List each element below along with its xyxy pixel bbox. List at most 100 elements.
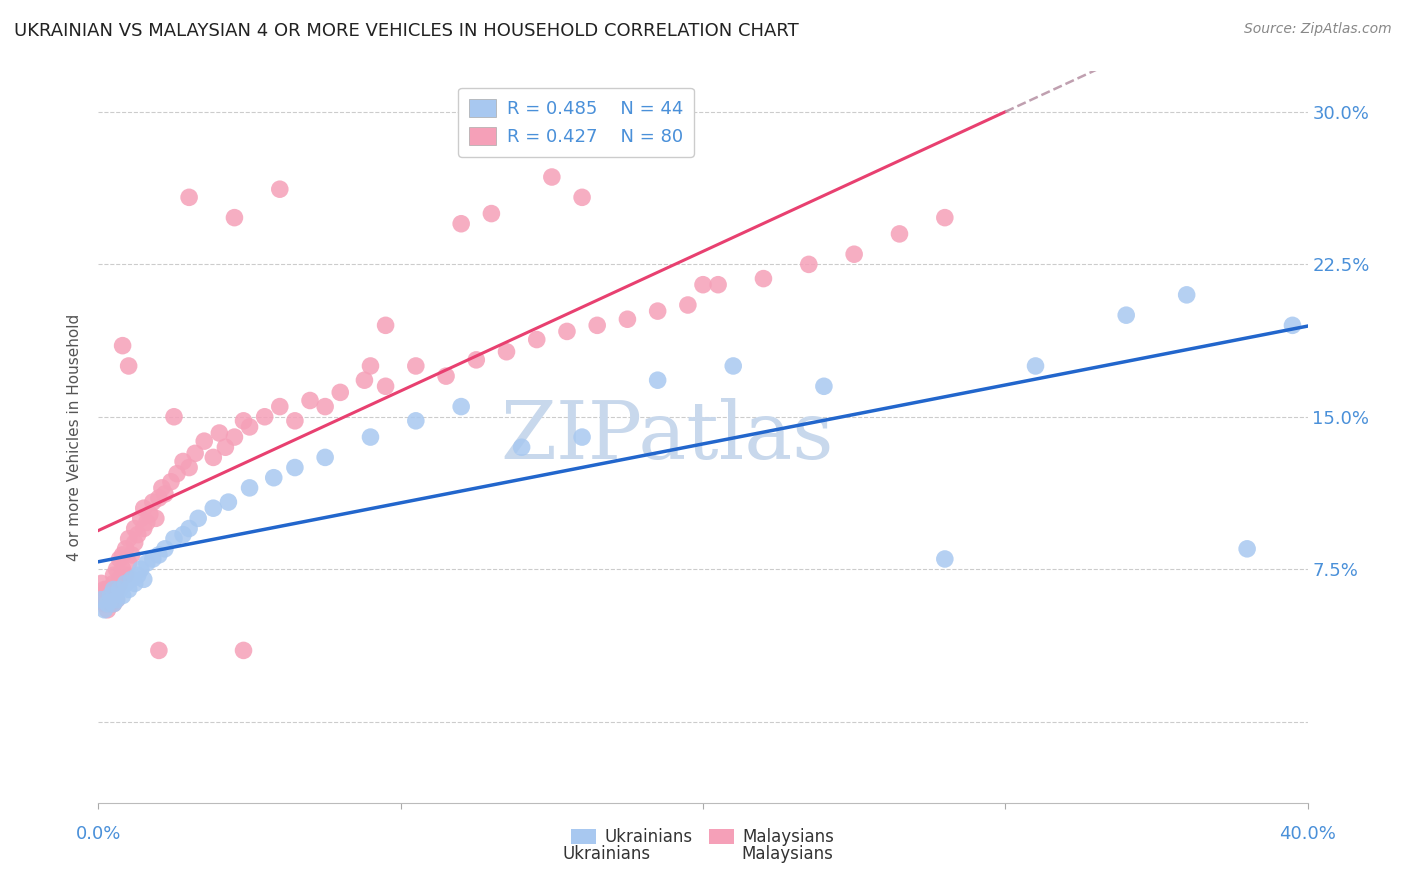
Point <box>132 521 155 535</box>
Point <box>314 400 336 414</box>
Point <box>555 325 578 339</box>
Point <box>103 568 125 582</box>
Point <box>889 227 911 241</box>
Point <box>105 592 128 607</box>
Point <box>105 562 128 576</box>
Point <box>114 576 136 591</box>
Point <box>571 430 593 444</box>
Point <box>193 434 215 449</box>
Point <box>148 548 170 562</box>
Point <box>540 169 562 184</box>
Point <box>172 527 194 541</box>
Text: 0.0%: 0.0% <box>76 825 121 843</box>
Point <box>647 373 669 387</box>
Point <box>121 548 143 562</box>
Point <box>360 359 382 373</box>
Point <box>1024 359 1046 373</box>
Point <box>172 454 194 468</box>
Point <box>934 552 956 566</box>
Point <box>797 257 820 271</box>
Point <box>676 298 699 312</box>
Point <box>118 582 141 597</box>
Point <box>1281 318 1303 333</box>
Legend: Ukrainians, Malaysians: Ukrainians, Malaysians <box>565 822 841 853</box>
Point <box>132 501 155 516</box>
Point <box>105 592 128 607</box>
Text: ZIPatlas: ZIPatlas <box>501 398 834 476</box>
Point <box>184 446 207 460</box>
Point <box>179 521 201 535</box>
Point <box>692 277 714 292</box>
Point <box>224 430 246 444</box>
Point <box>108 572 131 586</box>
Point <box>752 271 775 285</box>
Point <box>269 400 291 414</box>
Point <box>481 206 503 220</box>
Point <box>124 535 146 549</box>
Point <box>121 572 143 586</box>
Point <box>163 409 186 424</box>
Point <box>723 359 745 373</box>
Point <box>96 582 118 597</box>
Point <box>616 312 638 326</box>
Point <box>586 318 609 333</box>
Point <box>934 211 956 225</box>
Point <box>103 576 125 591</box>
Point <box>90 576 112 591</box>
Text: UKRAINIAN VS MALAYSIAN 4 OR MORE VEHICLES IN HOUSEHOLD CORRELATION CHART: UKRAINIAN VS MALAYSIAN 4 OR MORE VEHICLE… <box>14 22 799 40</box>
Point <box>93 582 115 597</box>
Point <box>108 582 131 597</box>
Text: Malaysians: Malaysians <box>742 845 834 863</box>
Point <box>145 511 167 525</box>
Point <box>124 521 146 535</box>
Point <box>93 603 115 617</box>
Point <box>127 527 149 541</box>
Point <box>405 359 427 373</box>
Point <box>1175 288 1198 302</box>
Point <box>135 516 157 530</box>
Point <box>299 393 322 408</box>
Point <box>160 475 183 489</box>
Y-axis label: 4 or more Vehicles in Household: 4 or more Vehicles in Household <box>67 313 83 561</box>
Point <box>179 460 201 475</box>
Point <box>105 582 128 597</box>
Point <box>129 562 152 576</box>
Point <box>103 597 125 611</box>
Point <box>405 414 427 428</box>
Point <box>450 400 472 414</box>
Point <box>90 592 112 607</box>
Point <box>103 582 125 597</box>
Point <box>647 304 669 318</box>
Point <box>129 511 152 525</box>
Point <box>232 643 254 657</box>
Point <box>434 369 457 384</box>
Point <box>571 190 593 204</box>
Point <box>284 414 307 428</box>
Point <box>114 541 136 556</box>
Point <box>495 344 517 359</box>
Point <box>813 379 835 393</box>
Point <box>1236 541 1258 556</box>
Point <box>314 450 336 465</box>
Point <box>284 460 307 475</box>
Point <box>360 430 382 444</box>
Point <box>111 548 134 562</box>
Point <box>118 532 141 546</box>
Point <box>239 481 262 495</box>
Point <box>374 318 396 333</box>
Point <box>202 501 225 516</box>
Point <box>111 339 134 353</box>
Point <box>93 597 115 611</box>
Point <box>202 450 225 465</box>
Point <box>353 373 375 387</box>
Point <box>108 552 131 566</box>
Point <box>214 440 236 454</box>
Point <box>132 572 155 586</box>
Point <box>148 643 170 657</box>
Point <box>239 420 262 434</box>
Point <box>118 556 141 570</box>
Text: 40.0%: 40.0% <box>1279 825 1336 843</box>
Point <box>118 359 141 373</box>
Point <box>263 471 285 485</box>
Point <box>707 277 730 292</box>
